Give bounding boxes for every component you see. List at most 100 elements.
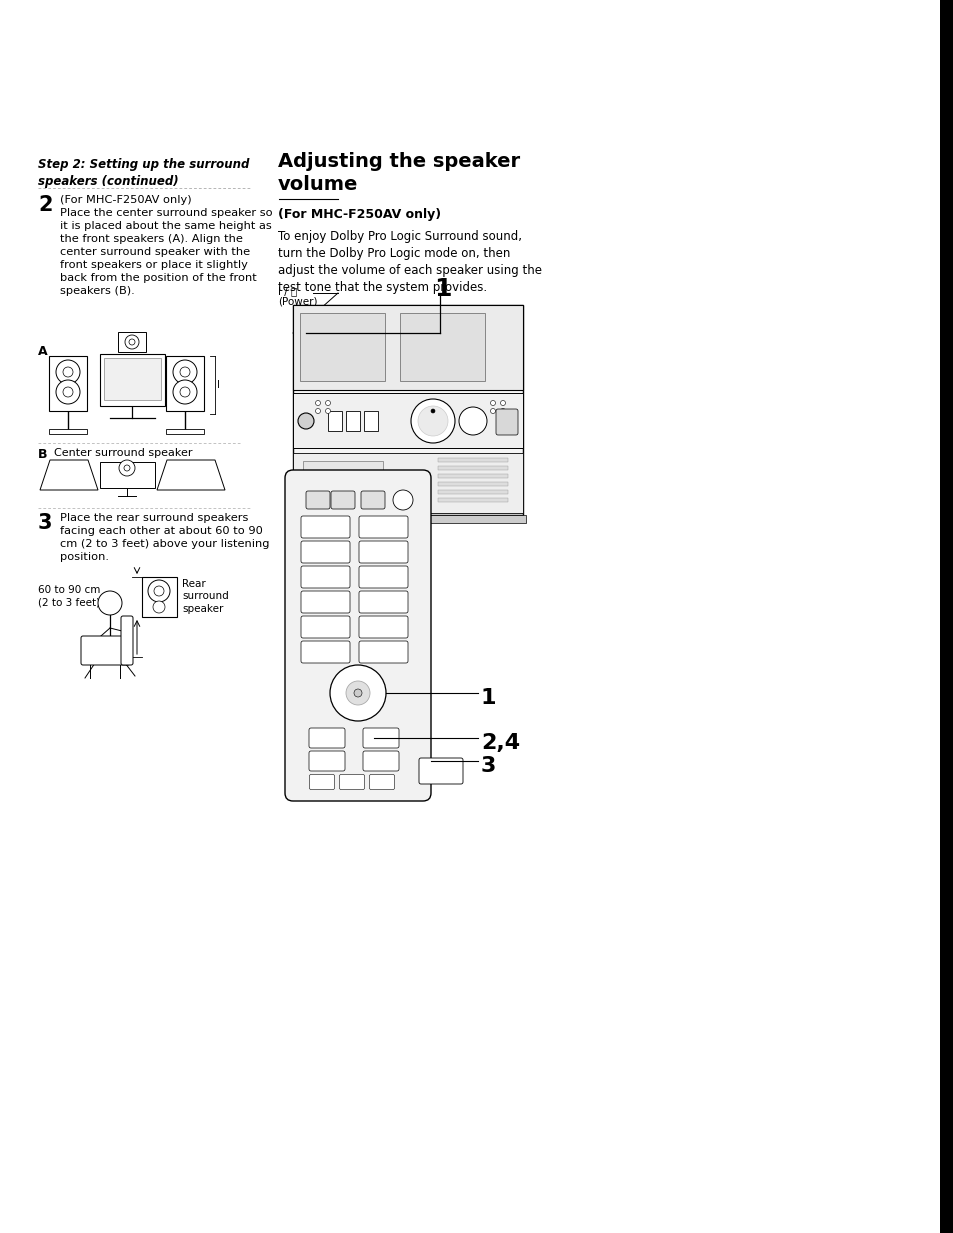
- Circle shape: [330, 665, 386, 721]
- FancyBboxPatch shape: [339, 774, 364, 789]
- Circle shape: [180, 367, 190, 377]
- Polygon shape: [40, 460, 98, 490]
- Circle shape: [315, 408, 320, 413]
- Circle shape: [325, 408, 330, 413]
- Circle shape: [172, 360, 196, 383]
- Bar: [166, 356, 204, 411]
- FancyBboxPatch shape: [363, 727, 398, 748]
- Bar: [437, 473, 507, 478]
- Text: volume: volume: [277, 175, 358, 194]
- FancyBboxPatch shape: [285, 470, 431, 801]
- Bar: [293, 453, 522, 513]
- Bar: [293, 305, 522, 515]
- Circle shape: [153, 586, 164, 596]
- Circle shape: [98, 591, 122, 615]
- FancyBboxPatch shape: [81, 636, 130, 665]
- Circle shape: [148, 580, 170, 602]
- Bar: [437, 490, 507, 494]
- FancyBboxPatch shape: [306, 491, 330, 509]
- Circle shape: [500, 408, 505, 413]
- Bar: [166, 429, 204, 434]
- Circle shape: [458, 407, 486, 435]
- Polygon shape: [100, 462, 154, 488]
- Circle shape: [125, 335, 139, 349]
- Circle shape: [56, 360, 80, 383]
- Bar: [100, 354, 165, 406]
- FancyBboxPatch shape: [369, 774, 395, 789]
- Text: 3: 3: [480, 756, 496, 776]
- Bar: [104, 358, 161, 399]
- Text: I: I: [216, 380, 219, 390]
- FancyBboxPatch shape: [331, 491, 355, 509]
- Circle shape: [417, 406, 448, 436]
- FancyBboxPatch shape: [301, 616, 350, 637]
- Text: To enjoy Dolby Pro Logic Surround sound,
turn the Dolby Pro Logic mode on, then
: To enjoy Dolby Pro Logic Surround sound,…: [277, 231, 541, 293]
- Bar: [118, 332, 146, 351]
- Bar: [290, 515, 525, 523]
- FancyBboxPatch shape: [301, 591, 350, 613]
- Text: Adjusting the speaker: Adjusting the speaker: [277, 152, 519, 171]
- Text: 1: 1: [480, 688, 496, 708]
- Circle shape: [180, 387, 190, 397]
- Circle shape: [152, 600, 165, 613]
- Bar: [437, 482, 507, 486]
- Text: Center surround speaker: Center surround speaker: [54, 448, 193, 457]
- Circle shape: [63, 387, 73, 397]
- Circle shape: [119, 460, 135, 476]
- Circle shape: [490, 401, 495, 406]
- Text: (Power): (Power): [277, 297, 317, 307]
- Circle shape: [354, 689, 361, 697]
- Bar: [49, 356, 87, 411]
- Circle shape: [297, 413, 314, 429]
- Circle shape: [500, 401, 505, 406]
- FancyBboxPatch shape: [418, 758, 462, 784]
- Bar: [437, 466, 507, 470]
- Bar: [293, 305, 522, 390]
- Text: Rear
surround
speaker: Rear surround speaker: [182, 580, 229, 614]
- Circle shape: [124, 465, 130, 471]
- Circle shape: [431, 409, 435, 413]
- Circle shape: [56, 380, 80, 404]
- FancyBboxPatch shape: [360, 491, 385, 509]
- Circle shape: [346, 681, 370, 705]
- Bar: [939, 0, 953, 1233]
- FancyBboxPatch shape: [358, 616, 408, 637]
- Circle shape: [129, 339, 135, 345]
- Text: (For MHC-F250AV only)
Place the center surround speaker so
it is placed about th: (For MHC-F250AV only) Place the center s…: [60, 195, 273, 296]
- Circle shape: [315, 401, 320, 406]
- FancyBboxPatch shape: [358, 515, 408, 538]
- Text: ...: ...: [297, 506, 306, 514]
- FancyBboxPatch shape: [363, 751, 398, 771]
- Bar: [364, 411, 377, 432]
- FancyBboxPatch shape: [358, 591, 408, 613]
- Bar: [399, 313, 484, 381]
- Circle shape: [325, 401, 330, 406]
- Text: 2,4: 2,4: [480, 732, 519, 753]
- Text: ::: ::: [476, 309, 483, 319]
- Bar: [328, 411, 341, 432]
- Text: (For MHC-F250AV only): (For MHC-F250AV only): [277, 208, 440, 221]
- Text: A: A: [38, 345, 48, 358]
- Text: B: B: [38, 448, 48, 461]
- Text: Place the rear surround speakers
facing each other at about 60 to 90
cm (2 to 3 : Place the rear surround speakers facing …: [60, 513, 269, 562]
- FancyBboxPatch shape: [358, 541, 408, 563]
- Circle shape: [172, 380, 196, 404]
- FancyBboxPatch shape: [358, 641, 408, 663]
- Circle shape: [490, 408, 495, 413]
- Text: Step 2: Setting up the surround
speakers (continued): Step 2: Setting up the surround speakers…: [38, 158, 249, 187]
- Bar: [346, 411, 359, 432]
- Polygon shape: [157, 460, 225, 490]
- FancyBboxPatch shape: [301, 641, 350, 663]
- Text: 2: 2: [38, 195, 52, 215]
- FancyBboxPatch shape: [121, 616, 132, 665]
- Text: 60 to 90 cm
(2 to 3 feet): 60 to 90 cm (2 to 3 feet): [38, 584, 100, 608]
- Bar: [142, 577, 177, 616]
- Bar: [437, 457, 507, 462]
- FancyBboxPatch shape: [301, 541, 350, 563]
- FancyBboxPatch shape: [309, 774, 335, 789]
- Bar: [293, 393, 522, 448]
- Circle shape: [393, 490, 413, 510]
- Text: 1: 1: [434, 277, 451, 301]
- Text: I / ⏻: I / ⏻: [277, 286, 297, 296]
- FancyBboxPatch shape: [496, 409, 517, 435]
